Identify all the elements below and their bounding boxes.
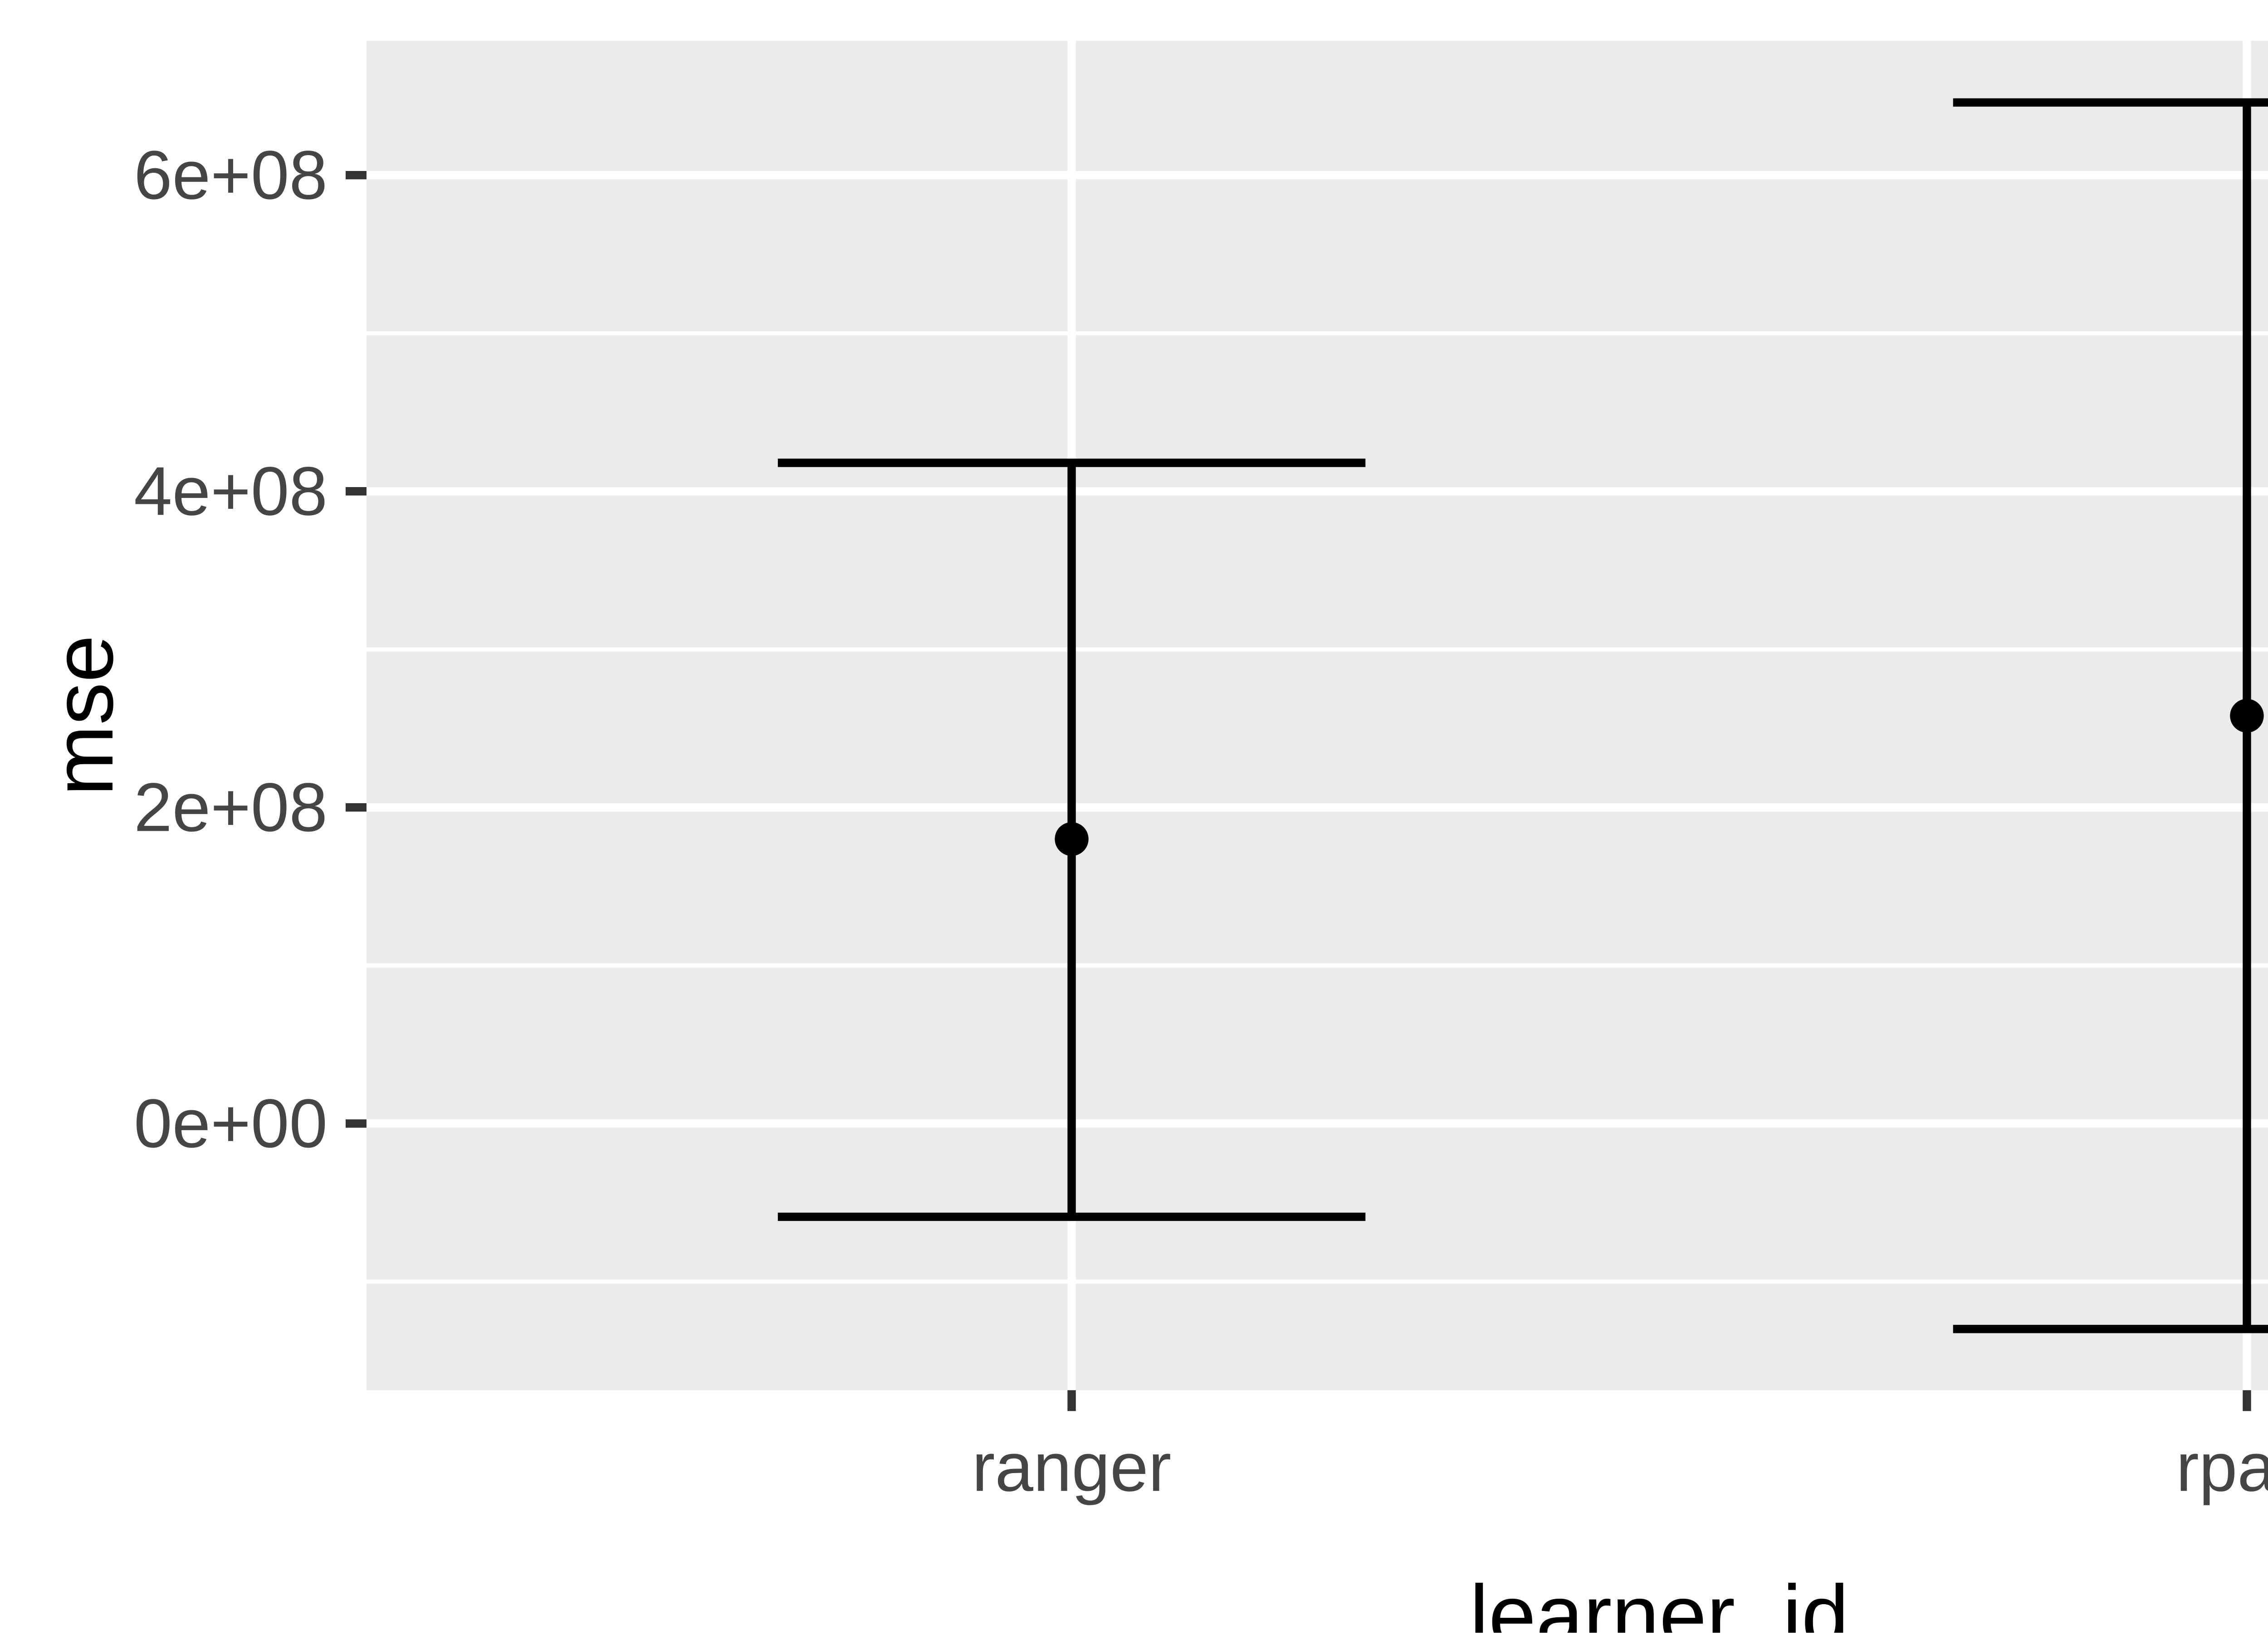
mean-point	[2230, 698, 2264, 733]
mean-point	[1055, 822, 1089, 856]
x-tick-label: ranger	[972, 1429, 1171, 1506]
plot-panel	[367, 41, 2268, 1391]
minor-gridlines	[367, 331, 2268, 1284]
x-axis-title: learner_id	[1470, 1567, 1849, 1633]
errorbar-ranger	[777, 459, 1366, 1221]
y-tick-label: 0e+00	[134, 1085, 327, 1162]
errorbar-marks	[777, 98, 2268, 1333]
errorbar-rpart	[1953, 98, 2268, 1333]
y-tick-label: 4e+08	[134, 453, 327, 530]
major-gridlines	[367, 171, 2268, 1128]
axis-tick-labels: 0e+00 2e+08 4e+08 6e+08 ranger rpart	[134, 137, 2268, 1506]
x-tick-label: rpart	[2176, 1429, 2268, 1506]
y-tick-label: 2e+08	[134, 769, 327, 846]
axis-tick-marks	[346, 171, 2251, 1411]
y-axis-title: mse	[35, 635, 131, 796]
y-tick-label: 6e+08	[134, 137, 327, 214]
